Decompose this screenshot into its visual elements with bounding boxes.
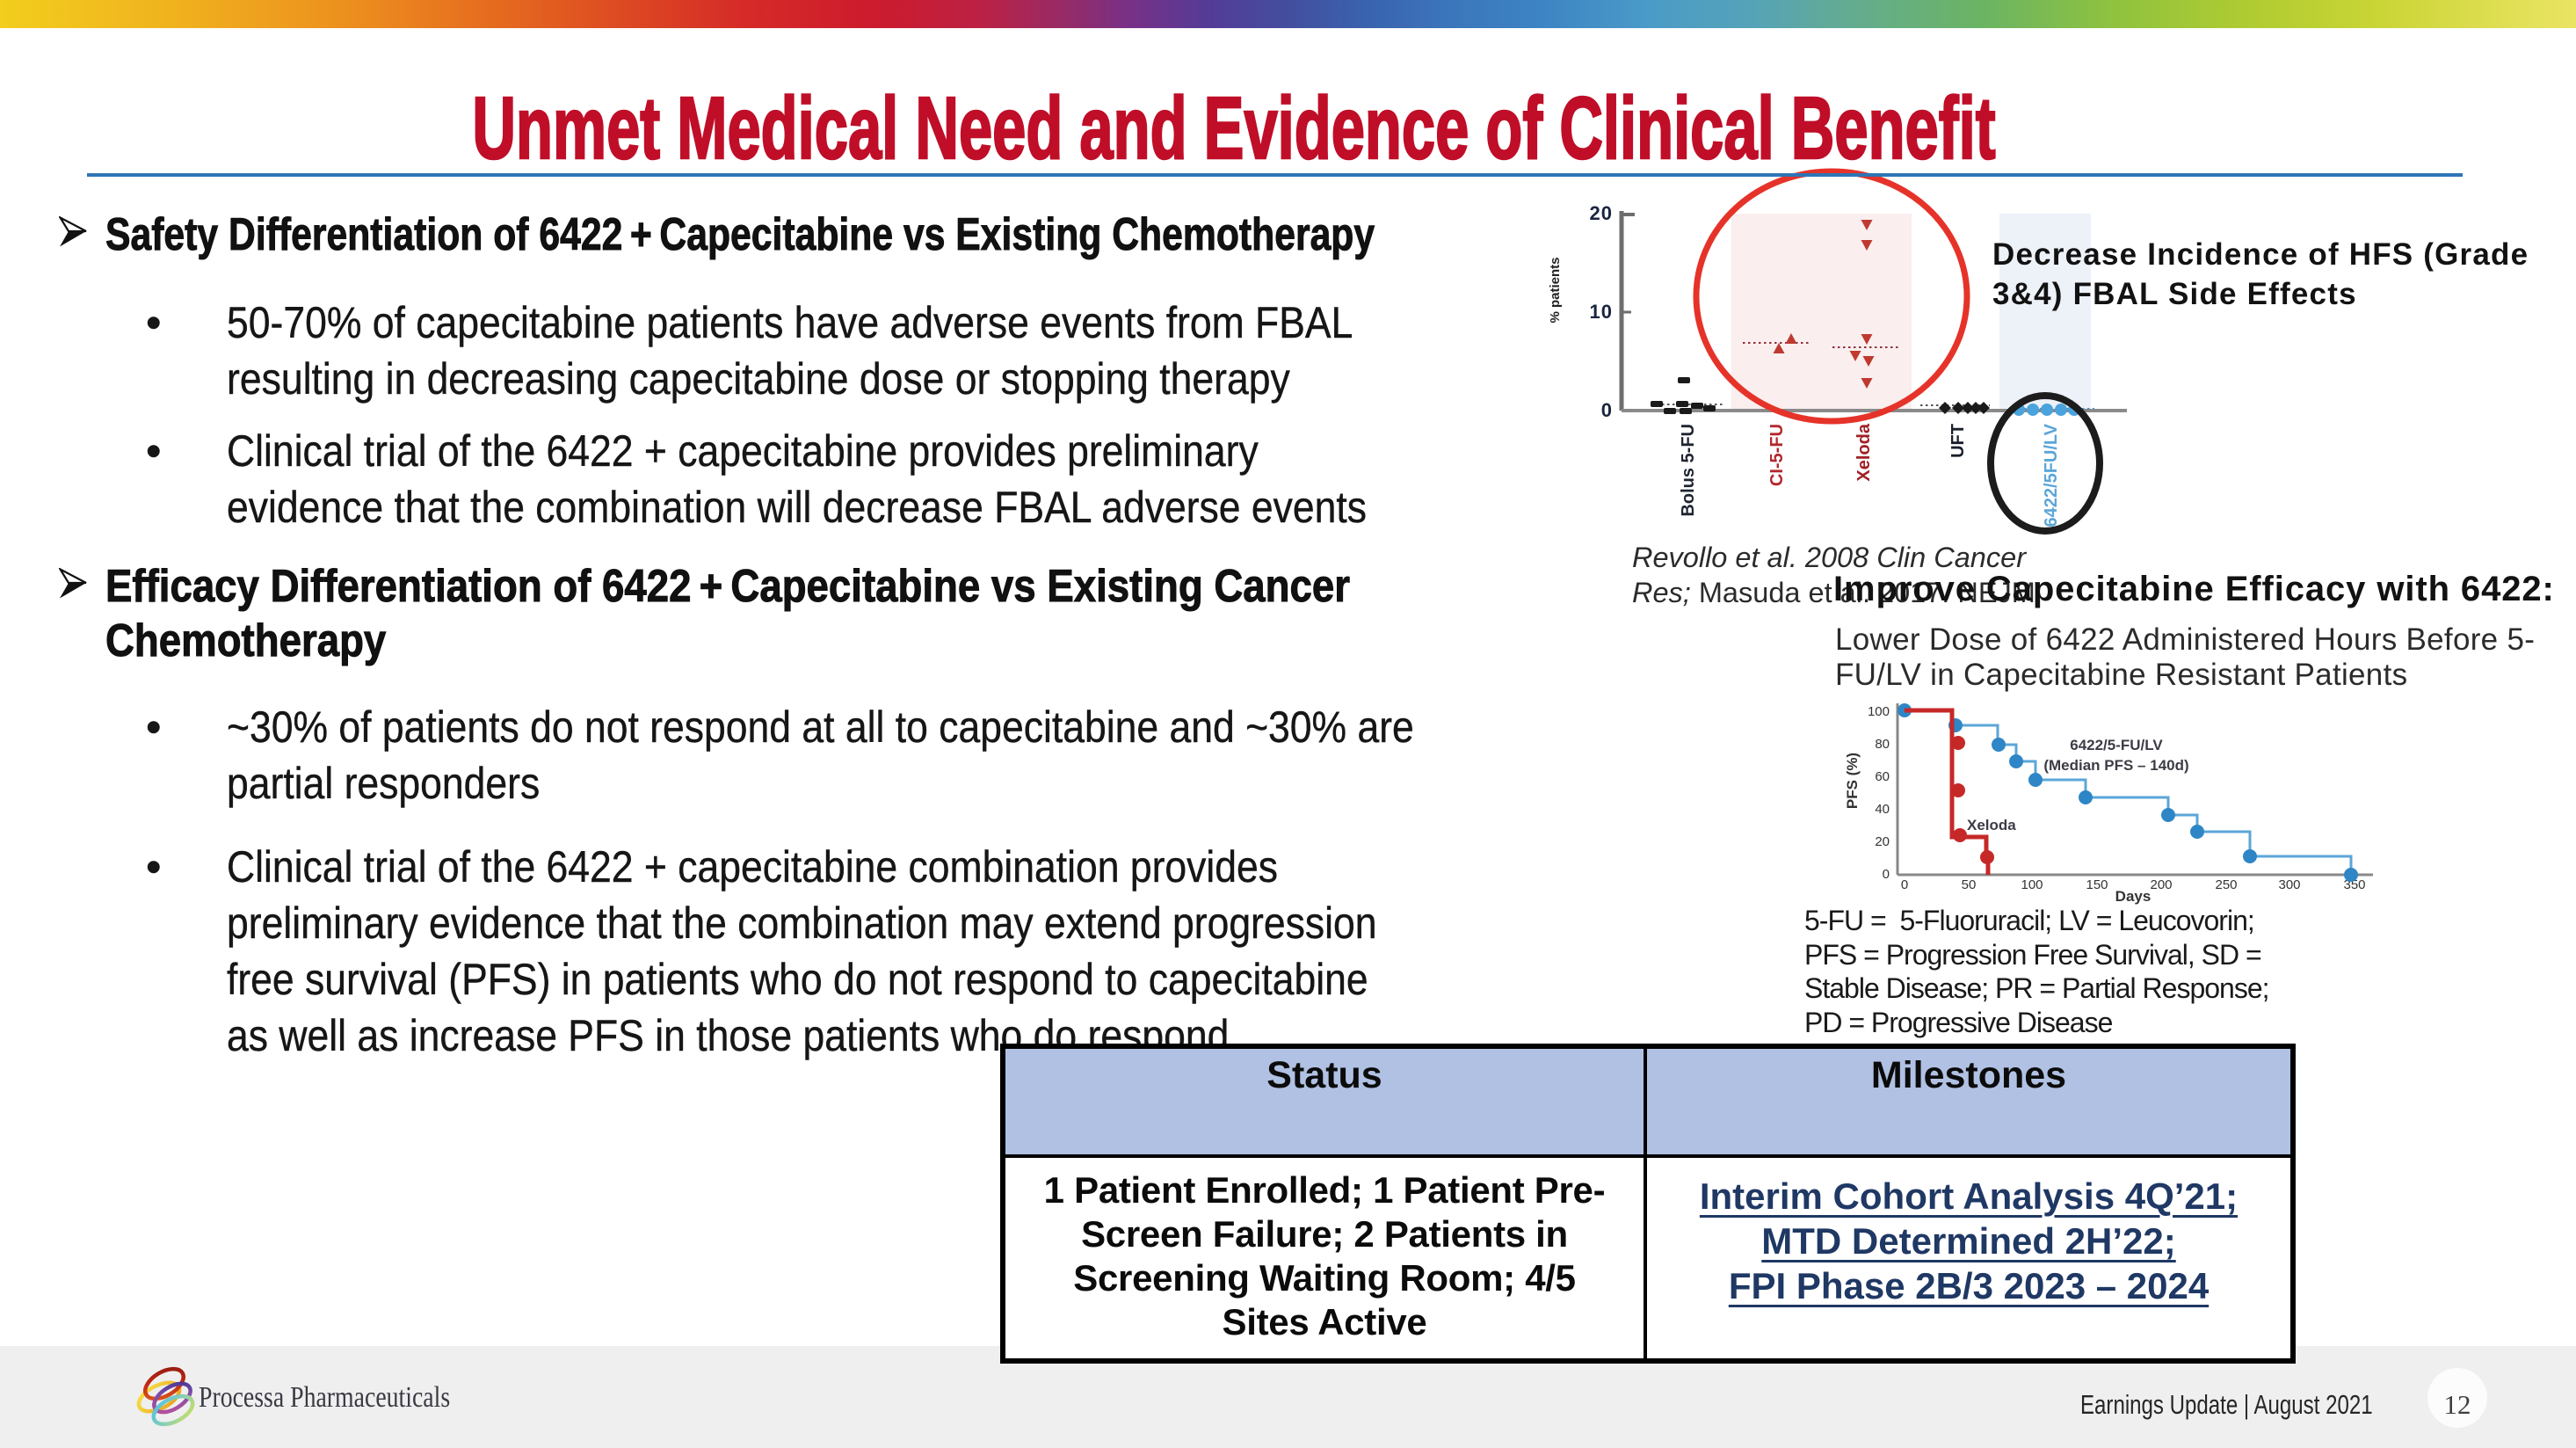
- svg-text:0: 0: [1883, 867, 1890, 882]
- svg-text:200: 200: [2150, 877, 2172, 892]
- svg-text:50: 50: [1962, 877, 1977, 892]
- svg-text:0: 0: [1601, 399, 1613, 421]
- svg-text:UFT: UFT: [1948, 424, 1968, 458]
- svg-text:Bolus 5-FU: Bolus 5-FU: [1679, 424, 1698, 517]
- svg-text:PFS (%): PFS (%): [1844, 753, 1861, 809]
- svg-text:Xeloda: Xeloda: [1967, 817, 2016, 833]
- svg-text:20: 20: [1875, 834, 1890, 849]
- svg-text:% patients: % patients: [1548, 257, 1563, 323]
- svg-text:Xeloda: Xeloda: [1854, 423, 1874, 481]
- svg-text:250: 250: [2215, 877, 2237, 892]
- svg-text:6422/5-FU/LV: 6422/5-FU/LV: [2070, 737, 2163, 753]
- svg-text:6422/5FU/LV: 6422/5FU/LV: [2042, 423, 2061, 527]
- svg-text:300: 300: [2278, 877, 2300, 892]
- svg-text:Days: Days: [2115, 888, 2152, 905]
- svg-text:40: 40: [1875, 802, 1890, 817]
- svg-text:60: 60: [1875, 769, 1890, 784]
- svg-text:20: 20: [1590, 202, 1613, 224]
- svg-text:(Median PFS – 140d): (Median PFS – 140d): [2043, 757, 2188, 774]
- svg-text:100: 100: [1868, 704, 1890, 719]
- svg-text:0: 0: [1901, 877, 1908, 892]
- svg-text:CI-5-FU: CI-5-FU: [1767, 424, 1787, 486]
- svg-text:100: 100: [2021, 877, 2043, 892]
- svg-text:150: 150: [2086, 877, 2108, 892]
- svg-text:10: 10: [1590, 301, 1613, 323]
- svg-text:80: 80: [1875, 737, 1890, 752]
